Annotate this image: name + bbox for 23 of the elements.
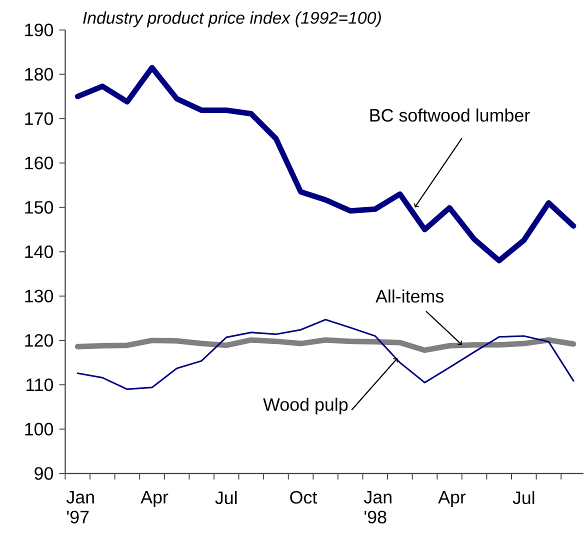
x-tick-label: Apr xyxy=(438,490,466,507)
y-tick-label: 180 xyxy=(25,68,54,80)
y-tick-label: 190 xyxy=(25,23,54,36)
x-tick-label: Oct xyxy=(290,490,318,504)
x-tick-label: Jan '97 xyxy=(66,490,94,524)
x-tick-label: Jul xyxy=(512,490,534,504)
chart-title: Industry product price index (1992=100) xyxy=(83,11,381,27)
y-tick-label: 160 xyxy=(25,156,54,170)
y-tick-label: 100 xyxy=(25,422,54,436)
line-series xyxy=(76,318,574,390)
y-tick-label: 130 xyxy=(25,290,54,302)
y-tick-label: 110 xyxy=(26,378,54,391)
annotation: Wood pulp xyxy=(263,398,348,414)
annotation: All-items xyxy=(376,289,444,302)
y-tick-label: 150 xyxy=(25,200,54,214)
x-tick-label: Jul xyxy=(215,490,237,504)
x-tick-label: Apr xyxy=(140,490,168,507)
y-tick-label: 90 xyxy=(34,466,54,480)
y-tick-label: 140 xyxy=(25,245,54,258)
y-tick-label: 120 xyxy=(25,334,54,347)
y-tick-label: 170 xyxy=(25,112,54,125)
x-tick-label: Jan '98 xyxy=(364,490,392,524)
annotation: BC softwood lumber xyxy=(370,108,530,122)
